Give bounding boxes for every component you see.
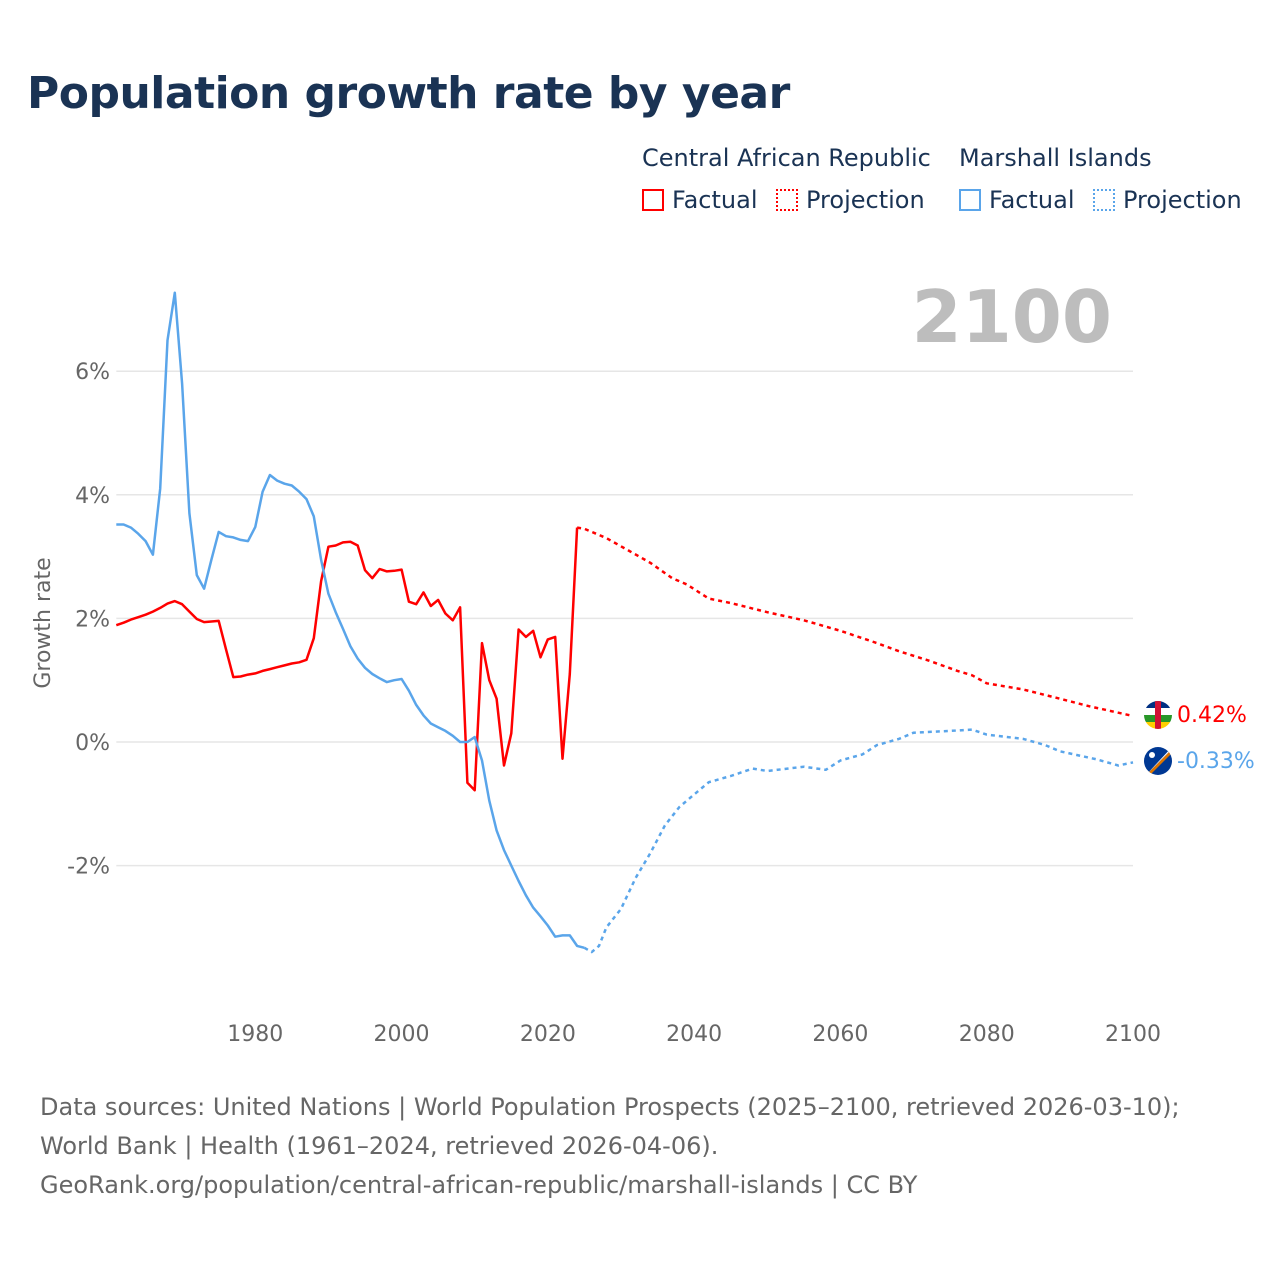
- legend-mhl-factual[interactable]: Factual: [959, 186, 1075, 214]
- series-line-marshall-islands-factual: [116, 291, 585, 950]
- legend-swatch-dotted: [776, 189, 798, 211]
- series-line-marshall-islands-projection: [583, 728, 1134, 954]
- source-note: Data sources: United Nations | World Pop…: [40, 1088, 1240, 1205]
- y-tick-label: 4%: [75, 484, 110, 509]
- legend-swatch-dotted: [1093, 189, 1115, 211]
- mhl-end-value-label: -0.33%: [1177, 749, 1255, 774]
- y-tick-label: 6%: [75, 360, 110, 385]
- chart-title: Population growth rate by year: [27, 68, 790, 119]
- legend-car-projection[interactable]: Projection: [776, 186, 925, 214]
- y-tick-label: 2%: [75, 607, 110, 632]
- y-axis-label: Growth rate: [31, 557, 56, 688]
- legend-swatch-solid: [642, 189, 664, 211]
- year-watermark: 2100: [912, 275, 1112, 359]
- car-end-value-label: 0.42%: [1177, 703, 1247, 728]
- legend-label: Factual: [989, 186, 1075, 214]
- x-tick-label: 1980: [227, 1022, 283, 1047]
- series-line-central-african-republic-factual: [115, 527, 579, 792]
- legend-group-mhl-title: Marshall Islands: [959, 144, 1152, 172]
- plot-area: 2100 6% 4% 2% 0% -2% 1980 2000 2020 2040 2060 208…: [31, 275, 1255, 1047]
- legend-group-car-title: Central African Republic: [642, 144, 931, 172]
- y-tick-label: -2%: [67, 855, 110, 880]
- car-flag-icon: [1144, 701, 1172, 729]
- series-line-central-african-republic-projection: [576, 526, 1134, 718]
- legend-swatch-solid: [959, 189, 981, 211]
- source-link[interactable]: GeoRank.org/population/central-african-r…: [40, 1171, 918, 1199]
- legend-label: Factual: [672, 186, 758, 214]
- source-text: Data sources: United Nations | World Pop…: [40, 1093, 1180, 1160]
- legend-label: Projection: [1123, 186, 1242, 214]
- x-tick-label: 2040: [666, 1022, 722, 1047]
- marshall-islands-flag-icon: [1144, 747, 1172, 775]
- legend-car-factual[interactable]: Factual: [642, 186, 758, 214]
- x-tick-label: 2100: [1105, 1022, 1161, 1047]
- x-tick-label: 2060: [812, 1022, 868, 1047]
- y-tick-label: 0%: [75, 731, 110, 756]
- legend-mhl-projection[interactable]: Projection: [1093, 186, 1242, 214]
- legend-label: Projection: [806, 186, 925, 214]
- x-tick-label: 2020: [520, 1022, 576, 1047]
- x-tick-label: 2000: [374, 1022, 430, 1047]
- x-tick-label: 2080: [959, 1022, 1015, 1047]
